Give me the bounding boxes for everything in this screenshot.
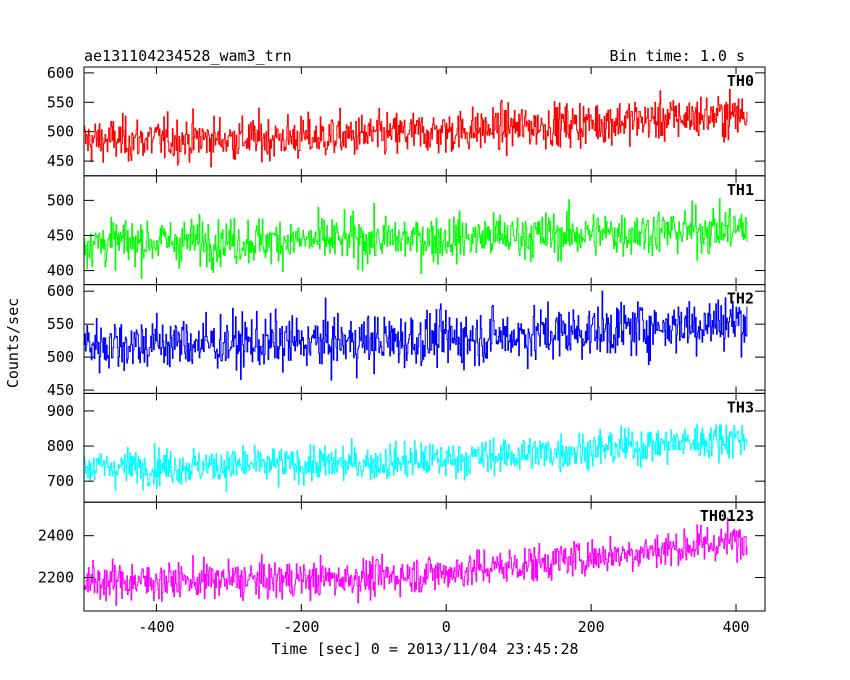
series-line-th1 bbox=[84, 198, 748, 279]
panel-th3: 700 800 900 TH3 bbox=[47, 392, 766, 503]
panel-label: TH2 bbox=[727, 290, 754, 308]
x-tick-label: -200 bbox=[283, 618, 319, 636]
y-tick-label: 400 bbox=[47, 262, 74, 280]
y-tick-label: 450 bbox=[47, 226, 74, 244]
x-tick-label: -400 bbox=[138, 618, 174, 636]
series-line-th0123 bbox=[84, 517, 748, 606]
series-line-th3 bbox=[84, 423, 748, 493]
y-tick-label: 450 bbox=[47, 381, 74, 399]
x-tick-label: 0 bbox=[442, 618, 451, 636]
panel-label: TH0123 bbox=[700, 507, 754, 525]
y-tick-label: 550 bbox=[47, 93, 74, 111]
series-line-th2 bbox=[84, 290, 748, 381]
x-axis: -400 -200 0 200 400 bbox=[138, 618, 749, 636]
panels-group: 450 500 550 600 TH0 400 450 500 TH1 450 500 550 600 T… bbox=[38, 64, 766, 612]
panel-th0123: 2200 2400 TH0123 bbox=[38, 501, 766, 612]
panel-label: TH1 bbox=[727, 181, 754, 199]
panel-label: TH0 bbox=[727, 72, 754, 90]
y-tick-label: 450 bbox=[47, 152, 74, 170]
y-axis-label: Counts/sec bbox=[4, 298, 22, 388]
x-tick-label: 200 bbox=[578, 618, 605, 636]
x-axis-label: Time [sec] 0 = 2013/11/04 23:45:28 bbox=[271, 640, 578, 658]
y-tick-label: 900 bbox=[47, 402, 74, 420]
y-tick-label: 500 bbox=[47, 191, 74, 209]
x-tick-label: 400 bbox=[722, 618, 749, 636]
y-tick-label: 700 bbox=[47, 472, 74, 490]
panel-th1: 400 450 500 TH1 bbox=[47, 175, 766, 286]
y-tick-label: 500 bbox=[47, 348, 74, 366]
y-tick-label: 500 bbox=[47, 123, 74, 141]
panel-th2: 450 500 550 600 TH2 bbox=[47, 282, 766, 399]
y-tick-label: 600 bbox=[47, 282, 74, 300]
figure-title: ae131104234528_wam3_trn bbox=[84, 47, 292, 65]
series-line-th0 bbox=[84, 89, 748, 168]
y-tick-label: 550 bbox=[47, 315, 74, 333]
panel-label: TH3 bbox=[727, 398, 754, 416]
panel-frame bbox=[83, 392, 766, 503]
panel-frame bbox=[83, 175, 766, 286]
y-tick-label: 2200 bbox=[38, 569, 74, 587]
panel-frame bbox=[83, 501, 766, 612]
y-tick-label: 600 bbox=[47, 64, 74, 82]
panel-th0: 450 500 550 600 TH0 bbox=[47, 64, 766, 177]
y-tick-label: 800 bbox=[47, 437, 74, 455]
bin-time-label: Bin time: 1.0 s bbox=[610, 47, 745, 65]
y-tick-label: 2400 bbox=[38, 527, 74, 545]
